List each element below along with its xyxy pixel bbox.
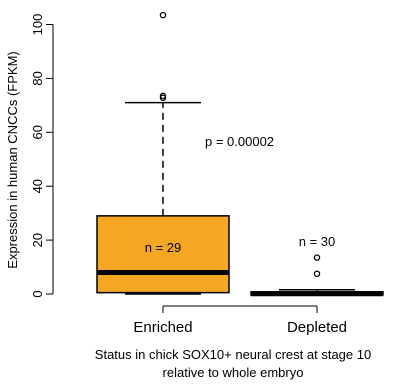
y-tick-label-60: 60 xyxy=(30,125,45,139)
p-value-annotation: p = 0.00002 xyxy=(205,134,274,149)
outlier-enriched-2 xyxy=(159,92,167,100)
outlier-depleted-1 xyxy=(313,270,321,278)
y-tick-label-100: 100 xyxy=(30,14,45,36)
y-tick-label-80: 80 xyxy=(30,71,45,85)
y-tick-label-20: 20 xyxy=(30,233,45,247)
y-tick-label-0: 0 xyxy=(30,290,45,297)
y-axis-label: Expression in human CNCCs (FPKM) xyxy=(5,51,20,268)
box-enriched xyxy=(96,215,230,294)
plot-area: 0 20 40 60 80 100 Enriched n = 29 Depleted n = 30 xyxy=(30,11,384,336)
outlier-depleted-2 xyxy=(313,254,321,261)
n-label-depleted: n = 30 xyxy=(299,234,336,249)
outlier-enriched-3 xyxy=(159,11,167,19)
x-axis-label-line-1: Status in chick SOX10+ neural crest at s… xyxy=(95,347,371,362)
x-tick-label-depleted: Depleted xyxy=(287,319,347,336)
x-axis-label-line-2: relative to whole embryo xyxy=(163,365,304,380)
y-tick-label-40: 40 xyxy=(30,179,45,193)
x-tick-label-enriched: Enriched xyxy=(133,319,192,336)
n-label-enriched: n = 29 xyxy=(145,240,182,255)
